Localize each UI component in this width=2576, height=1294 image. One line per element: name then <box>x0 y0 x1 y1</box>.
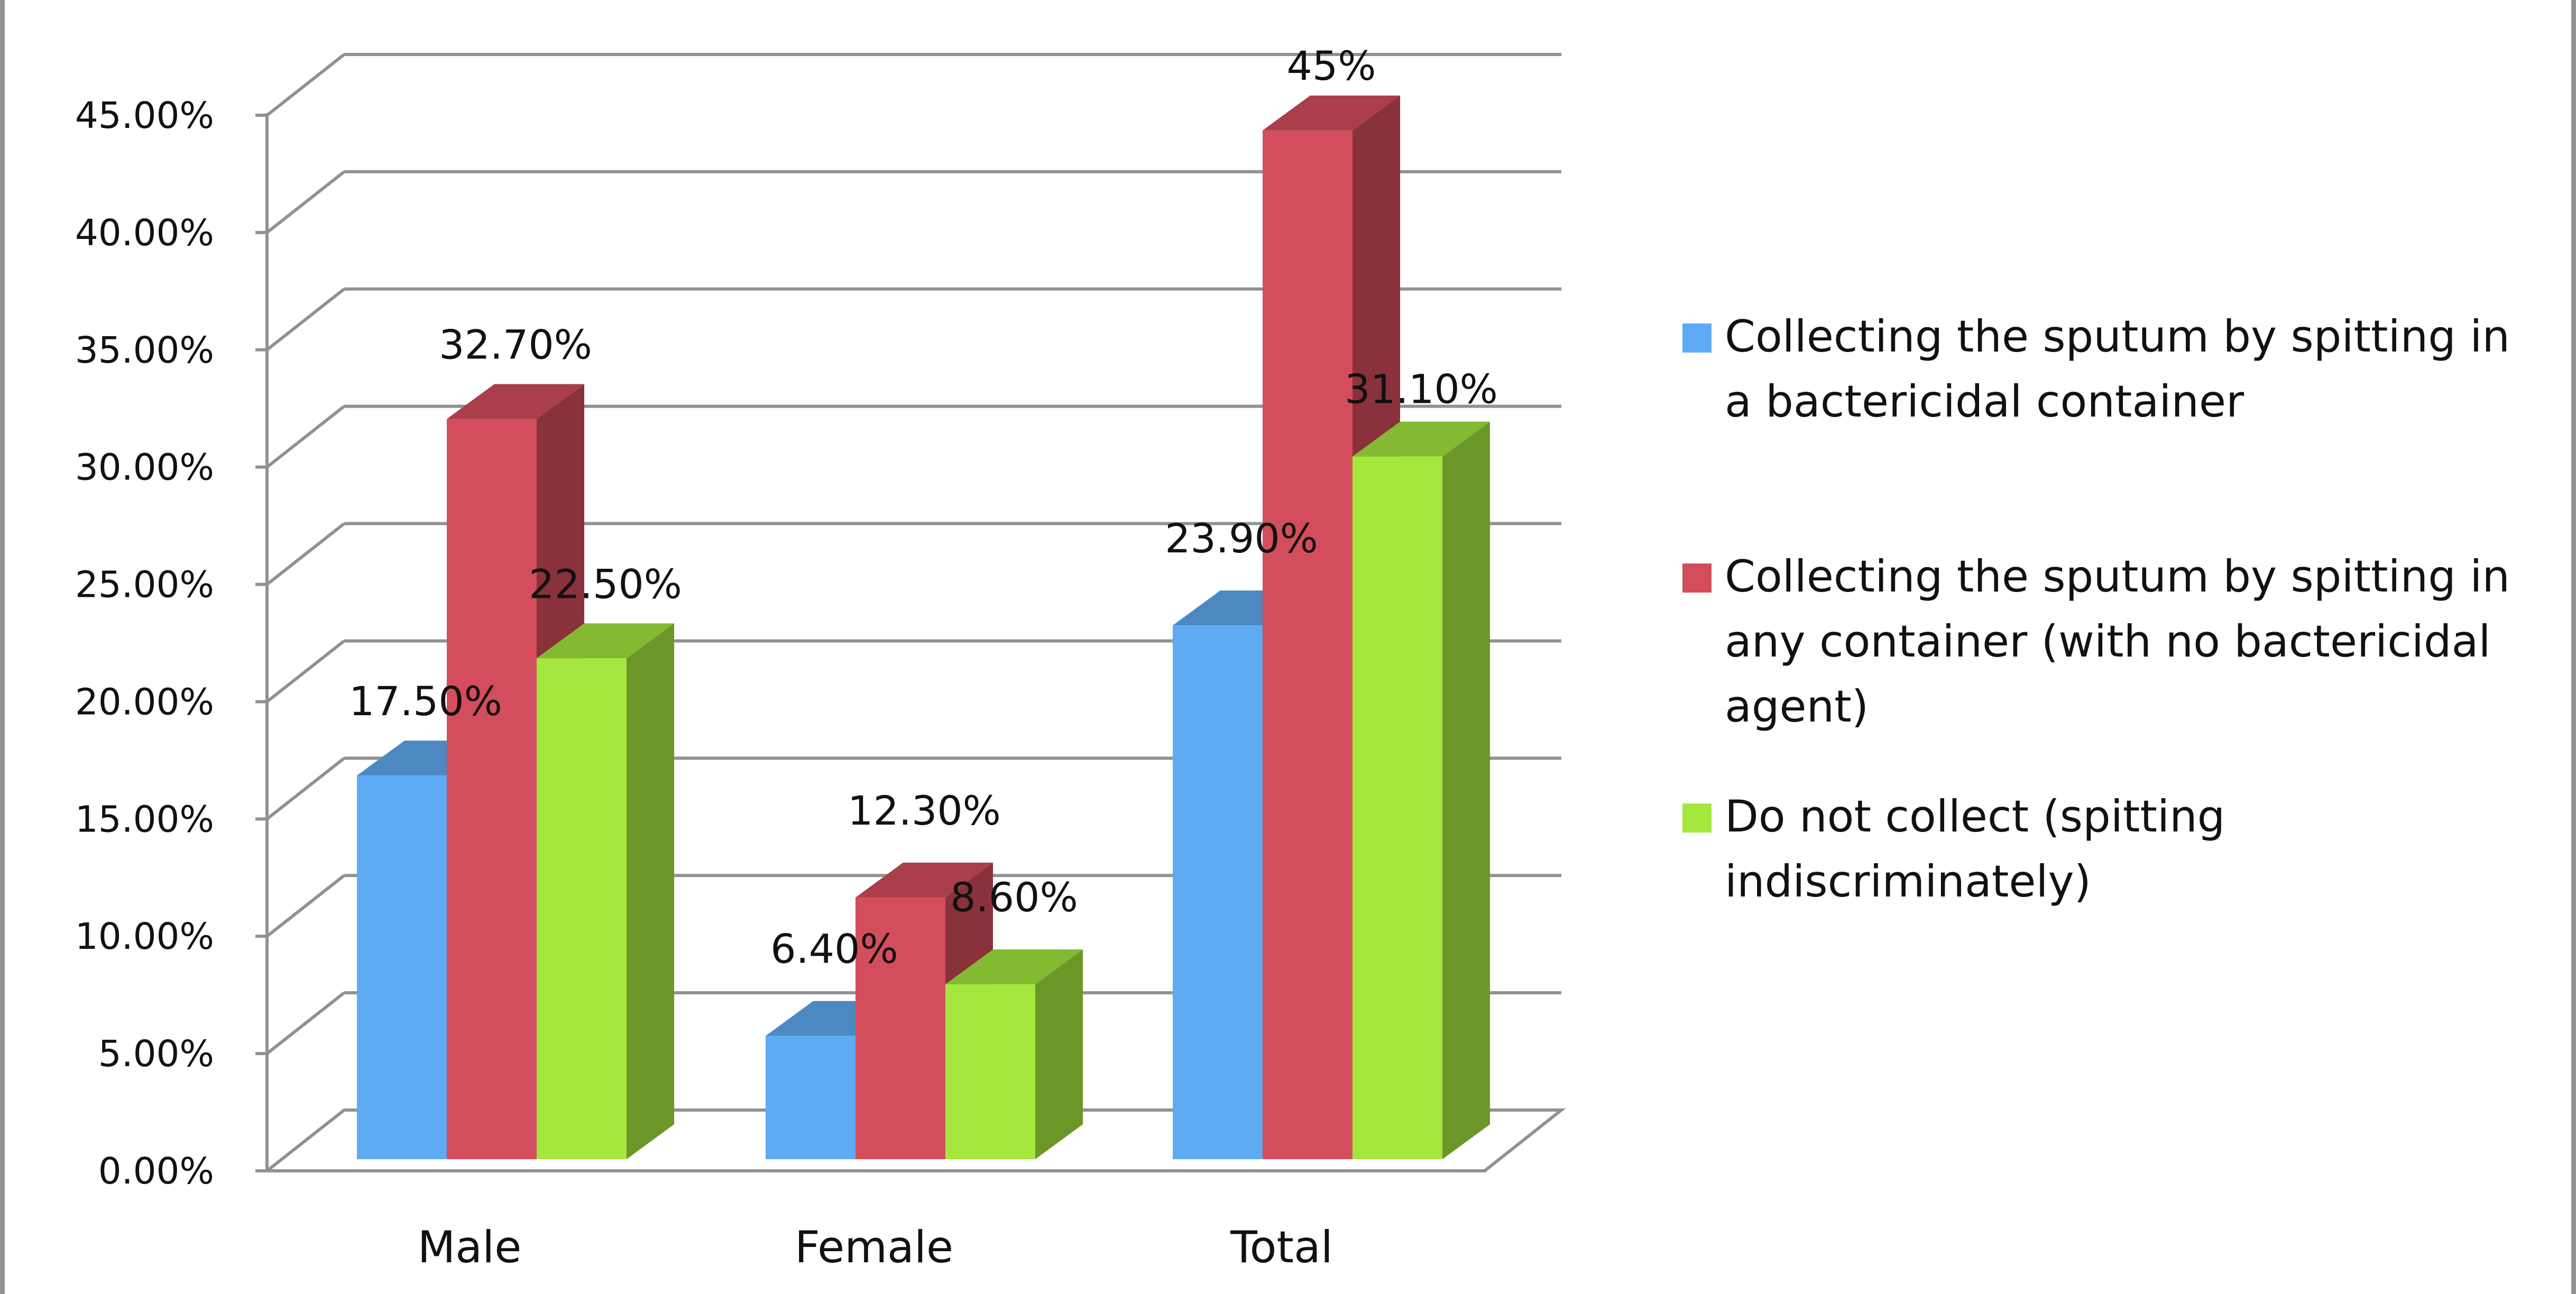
bar <box>1353 421 1490 1160</box>
gridline-side <box>266 170 345 234</box>
y-tick-label: 20.00% <box>75 681 214 723</box>
bar-side <box>627 623 674 1159</box>
legend-label: Collecting the sputum by spitting in <box>1725 311 2510 362</box>
legend-swatch <box>1682 563 1712 593</box>
legend-label: indiscriminately) <box>1725 856 2091 907</box>
category-label: Female <box>795 1222 953 1273</box>
bar-top <box>537 623 674 659</box>
y-tick-label: 10.00% <box>75 916 214 958</box>
gridline-side <box>266 522 345 586</box>
bar-front <box>1263 130 1353 1159</box>
legend-label: agent) <box>1725 681 1869 732</box>
data-label: 17.50% <box>349 678 502 725</box>
legend-swatch <box>1682 324 1712 353</box>
category-label: Male <box>418 1222 522 1273</box>
legend-swatch <box>1682 803 1712 833</box>
y-tick-label: 0.00% <box>98 1150 214 1193</box>
data-label: 22.50% <box>529 560 682 607</box>
bar-front <box>855 897 945 1159</box>
legend-item: Do not collect (spitting indiscriminately… <box>1682 791 2225 907</box>
legend: Collecting the sputum by spitting in a ba… <box>1682 311 2510 907</box>
bar-top <box>1263 95 1400 131</box>
bar-side <box>1035 949 1083 1159</box>
bar-top <box>945 949 1083 985</box>
data-labels: 17.50% 32.70% 22.50% 6.40% 12.30% 8.60% 23.90%… <box>349 42 1498 973</box>
y-tick-label: 5.00% <box>98 1033 214 1075</box>
bar-front <box>537 658 627 1159</box>
data-label: 31.10% <box>1345 366 1498 413</box>
legend-label: a bactericidal container <box>1725 376 2244 427</box>
bar-front <box>1353 456 1442 1160</box>
gridline-side <box>266 640 345 703</box>
gridline-side <box>266 874 345 938</box>
gridline-side <box>266 405 345 469</box>
gridline-side <box>266 991 345 1055</box>
bar <box>537 623 674 1159</box>
x-axis: Male Female Total <box>418 1222 1333 1273</box>
data-label: 32.70% <box>439 321 592 368</box>
data-label: 12.30% <box>848 787 1001 834</box>
y-tick-label: 25.00% <box>75 564 214 606</box>
y-tick-label: 45.00% <box>75 95 214 137</box>
data-label: 6.40% <box>770 926 898 973</box>
bar-top <box>1353 421 1490 457</box>
legend-label: Do not collect (spitting <box>1725 791 2225 842</box>
data-label: 23.90% <box>1165 515 1318 562</box>
y-tick-label: 40.00% <box>75 212 214 254</box>
bar-top <box>855 862 993 898</box>
legend-label: any container (with no bactericidal <box>1725 616 2491 667</box>
legend-item: Collecting the sputum by spitting in a ba… <box>1682 311 2510 427</box>
data-label: 45% <box>1287 42 1376 89</box>
bar-front <box>357 775 447 1159</box>
y-tick-label: 30.00% <box>75 447 214 489</box>
y-tick-label: 15.00% <box>75 798 214 840</box>
y-tick-label: 35.00% <box>75 329 214 372</box>
bar-front <box>945 984 1035 1159</box>
legend-label: Collecting the sputum by spitting in <box>1725 551 2510 602</box>
bars <box>357 95 1490 1160</box>
bar-top <box>447 384 584 419</box>
legend-item: Collecting the sputum by spitting in any … <box>1682 551 2510 732</box>
bar-side <box>1442 421 1490 1160</box>
y-axis: 0.00% 5.00% 10.00% 15.00% 20.00% 25.00% 30.00%… <box>75 95 267 1193</box>
bar-front <box>1173 625 1263 1159</box>
gridline-side <box>266 288 345 352</box>
category-label: Total <box>1230 1222 1333 1273</box>
data-label: 8.60% <box>950 874 1078 921</box>
bar <box>945 949 1083 1159</box>
bar-front <box>766 1036 855 1159</box>
bar-front <box>447 419 537 1159</box>
gridline-side <box>266 53 345 117</box>
gridline-side <box>266 756 345 820</box>
